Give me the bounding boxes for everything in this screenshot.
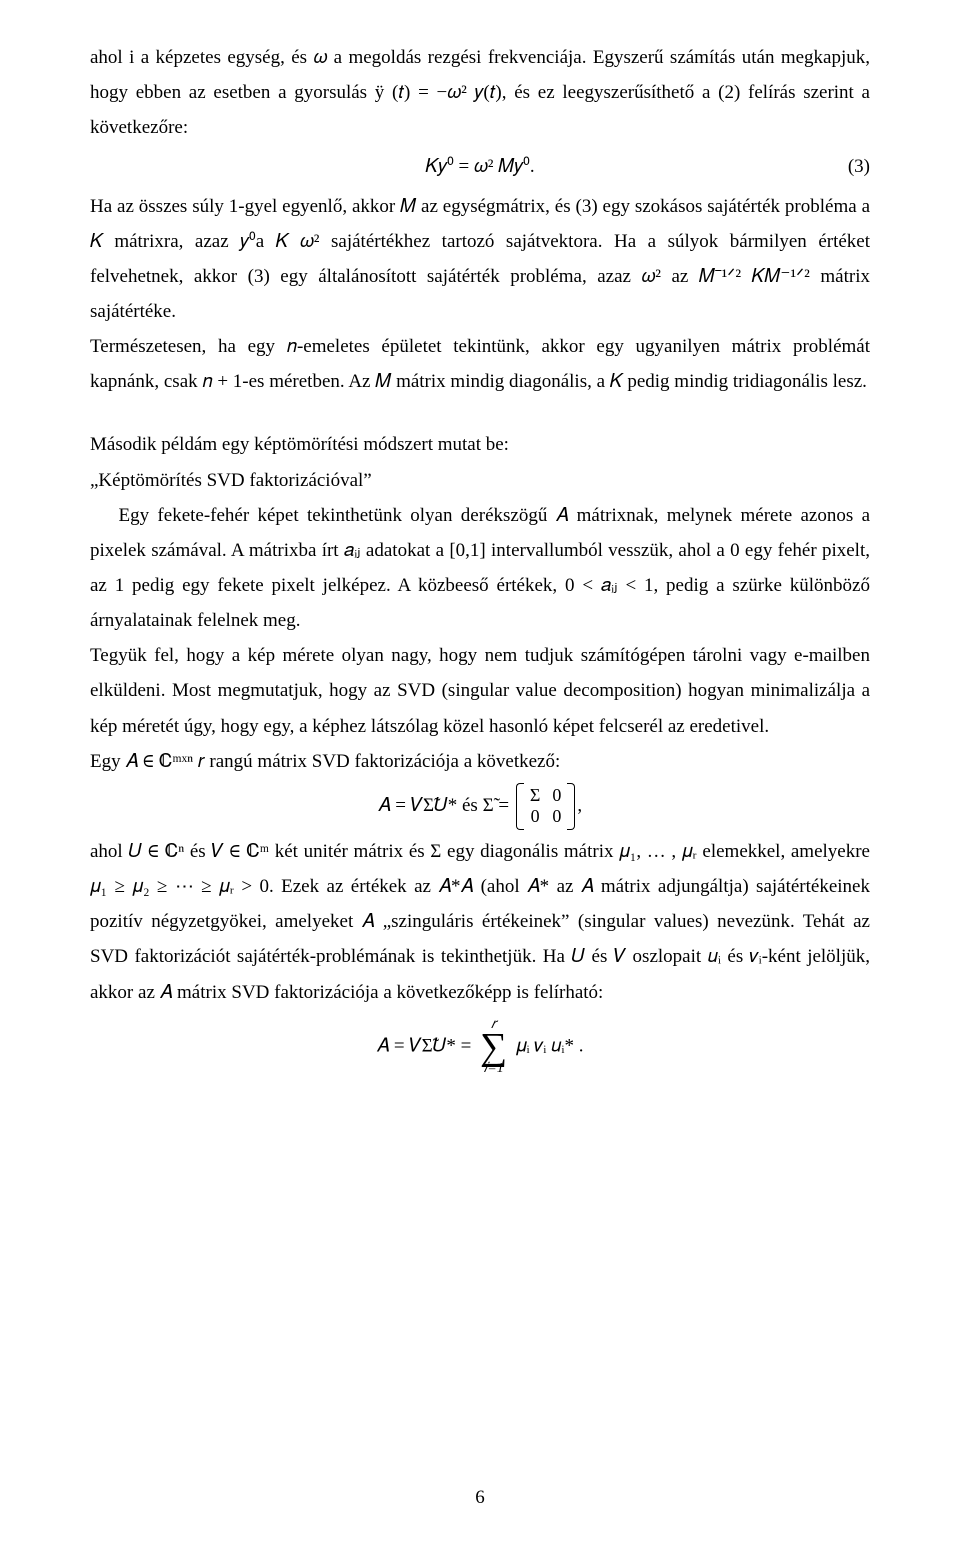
paragraph-8: Egy 𝐴 ∈ ℂᵐˣⁿ 𝑟 rangú mátrix SVD faktoriz… [90,744,870,779]
matrix-cell-00: Σ [524,785,546,807]
sigma-matrix: Σ 0 0 0 [516,783,575,830]
equation-svd-left: 𝐴 = 𝑉Σ̃𝑈* és Σ̃ = [378,795,514,816]
paragraph-3: Természetesen, ha egy 𝑛-emeletes épülete… [90,329,870,399]
matrix-cell-01: 0 [546,785,567,807]
paragraph-2: Ha az összes súly 1-gyel egyenlő, akkor … [90,189,870,330]
equation-sum-left: 𝐴 = 𝑉Σ̃𝑈* = [377,1035,477,1056]
svd-title: „Képtömörítés SVD faktorizációval” [90,463,870,498]
equation-3-body: 𝐾𝑦⁰ = 𝜔² 𝑀𝑦⁰. [425,156,534,177]
equation-3-number: (3) [848,149,870,184]
paragraph-7: Tegyük fel, hogy a kép mérete olyan nagy… [90,638,870,743]
paragraph-6: Egy fekete-fehér képet tekinthetünk olya… [90,498,870,639]
sum-lower-limit: 𝑖=1 [480,1062,507,1076]
summation-symbol: 𝑟 ∑ 𝑖=1 [480,1018,507,1076]
matrix-cell-11: 0 [546,806,567,828]
sigma-icon: ∑ [480,1032,507,1062]
paragraph-9: ahol 𝑈 ∈ ℂⁿ és 𝑉 ∈ ℂᵐ két unitér mátrix … [90,834,870,1010]
equation-svd-sum: 𝐴 = 𝑉Σ̃𝑈* = 𝑟 ∑ 𝑖=1 𝜇ᵢ 𝑣ᵢ 𝑢ᵢ* . [90,1018,870,1076]
equation-sum-right: 𝜇ᵢ 𝑣ᵢ 𝑢ᵢ* . [516,1035,583,1056]
equation-svd-tail: , [577,795,582,816]
matrix-cell-10: 0 [524,806,546,828]
page-number: 6 [0,1480,960,1515]
paragraph-1: ahol i a képzetes egység, és 𝜔 a megoldá… [90,40,870,145]
equation-svd-def: 𝐴 = 𝑉Σ̃𝑈* és Σ̃ = Σ 0 0 0 , [90,783,870,830]
equation-3: 𝐾𝑦⁰ = 𝜔² 𝑀𝑦⁰. (3) [90,149,870,184]
paragraph-4: Második példám egy képtömörítési módszer… [90,427,870,462]
